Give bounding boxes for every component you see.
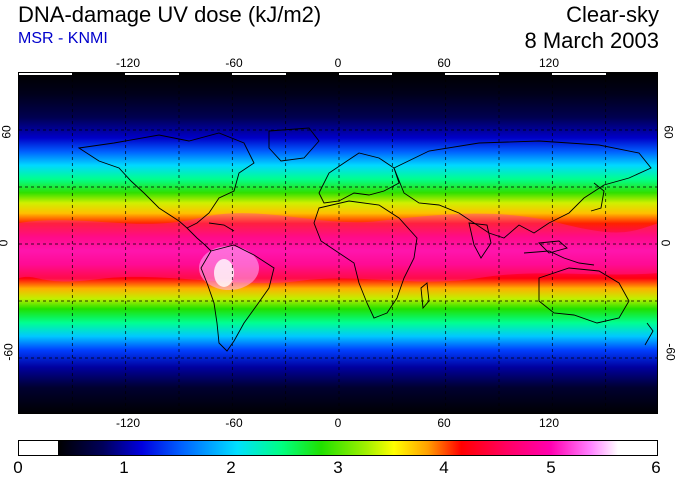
lon-tick-label: 0 — [334, 416, 342, 430]
coastline-greenland — [268, 127, 320, 162]
coastline-australia — [538, 267, 630, 324]
lon-tick-label: -60 — [225, 56, 243, 70]
date-label: 8 March 2003 — [524, 28, 659, 53]
lon-tick-label: 120 — [538, 56, 560, 70]
coastline-asia — [393, 140, 652, 239]
sky-condition-label: Clear-sky — [566, 2, 659, 27]
coastline-borneo — [538, 240, 568, 254]
lon-tick-label: 120 — [538, 416, 560, 430]
coastline-africa — [313, 200, 418, 319]
colorbar-tick-label: 2 — [226, 458, 236, 477]
coastline-india — [468, 222, 492, 259]
lon-tick-label: 0 — [334, 56, 342, 70]
lon-tick-label: -60 — [225, 416, 243, 430]
colorbar-tick-label: 1 — [119, 458, 129, 477]
colorbar-tick-label: 4 — [439, 458, 449, 477]
coastlines — [77, 127, 654, 352]
andes-peak-area — [214, 259, 234, 287]
uv-dose-map — [18, 72, 658, 414]
colorbar-tick-label: 6 — [651, 458, 661, 477]
frame-ticks — [19, 73, 606, 75]
coastline-madagascar — [420, 282, 430, 310]
lat-tick-label: 0 — [0, 240, 10, 247]
graticule — [19, 73, 657, 413]
lat-tick-label: 60 — [661, 125, 676, 139]
coastline-new-zealand — [644, 322, 654, 346]
lat-tick-label: -60 — [1, 343, 16, 361]
coastline-europe — [318, 152, 400, 204]
lat-tick-label: 60 — [0, 125, 14, 139]
lat-tick-label: -60 — [663, 343, 678, 361]
lat-tick-label: 0 — [658, 239, 673, 247]
lon-tick-label: -120 — [115, 416, 141, 430]
coastline-central-america — [186, 227, 212, 252]
map-canvas — [19, 73, 657, 413]
source-label: MSR - KNMI — [18, 30, 108, 47]
colorbar-tick-label: 0 — [13, 458, 23, 477]
coastline-north-america — [77, 132, 255, 229]
coastline-indonesia — [523, 250, 595, 266]
coastline-south-america — [200, 244, 275, 352]
lon-tick-label: -120 — [115, 56, 141, 70]
coastline-caribbean — [208, 222, 235, 232]
coastline-japan — [590, 182, 605, 212]
colorbar-tick-label: 3 — [333, 458, 343, 477]
map-title: DNA-damage UV dose (kJ/m2) — [18, 2, 322, 27]
colorbar-tick-label: 5 — [546, 458, 556, 477]
equatorial-maximum-band — [19, 213, 657, 284]
lon-tick-label: 60 — [437, 416, 451, 430]
lon-tick-label: 60 — [437, 56, 451, 70]
colorbar — [18, 440, 658, 456]
colorbar-gradient — [58, 441, 618, 455]
